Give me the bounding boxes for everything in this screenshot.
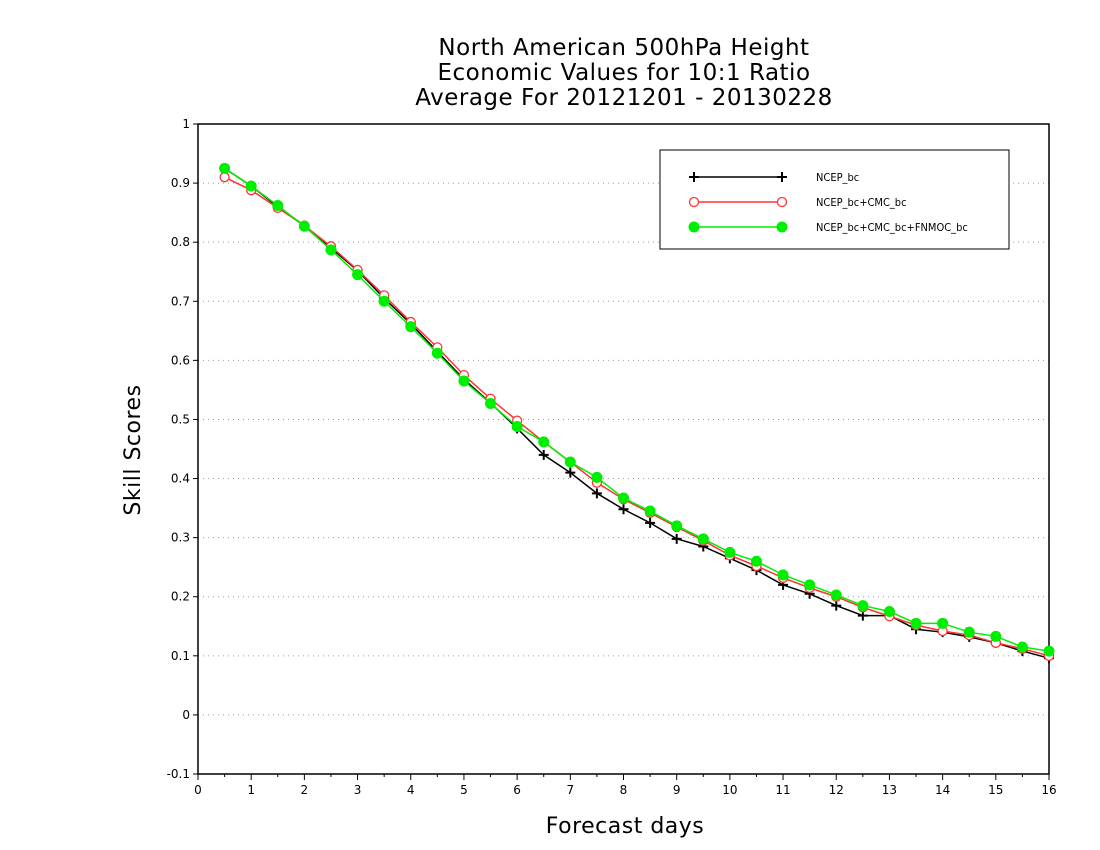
chart-title-line-1: North American 500hPa Height bbox=[438, 35, 810, 61]
y-tick-label: 0.1 bbox=[171, 649, 190, 663]
data-point bbox=[591, 488, 602, 499]
x-tick-label: 10 bbox=[722, 783, 737, 797]
series-group bbox=[219, 162, 1055, 664]
axes: -0.100.10.20.30.40.50.60.70.80.910 1 2 3 4 5 6… bbox=[167, 117, 1057, 797]
data-point bbox=[219, 172, 230, 183]
data-point bbox=[830, 589, 842, 601]
x-tick-label: 5 bbox=[460, 783, 468, 797]
x-tick-label: 13 bbox=[882, 783, 897, 797]
data-point bbox=[618, 504, 629, 515]
y-tick-label: 1 bbox=[182, 117, 190, 131]
x-tick-label: 12 bbox=[829, 783, 844, 797]
data-point bbox=[688, 196, 700, 208]
x-axis-title: Forecast days bbox=[546, 814, 705, 839]
y-tick-label: 0.2 bbox=[171, 590, 190, 604]
data-point bbox=[644, 505, 656, 517]
data-point bbox=[245, 180, 257, 192]
data-point bbox=[804, 579, 816, 591]
data-point bbox=[831, 600, 842, 611]
data-point bbox=[777, 172, 787, 182]
data-point bbox=[776, 221, 788, 233]
y-tick-label: 0.7 bbox=[171, 294, 190, 308]
y-tick-label: 0.9 bbox=[171, 176, 190, 190]
data-point bbox=[776, 196, 788, 208]
data-point bbox=[750, 555, 762, 567]
chart-title: North American 500hPa Height Economic Va… bbox=[0, 36, 1100, 111]
data-point bbox=[671, 520, 683, 532]
legend-label: NCEP_bc+CMC_bc+FNMOC_bc bbox=[816, 221, 968, 234]
legend-label: NCEP_bc bbox=[816, 171, 859, 184]
data-point bbox=[458, 375, 470, 387]
data-point bbox=[777, 569, 789, 581]
data-point bbox=[688, 221, 700, 233]
data-point bbox=[689, 172, 699, 182]
x-tick-label: 6 bbox=[513, 783, 521, 797]
data-point bbox=[618, 492, 629, 504]
data-point bbox=[564, 456, 576, 468]
data-point bbox=[219, 162, 231, 174]
data-point bbox=[431, 347, 443, 359]
x-tick-label: 8 bbox=[620, 783, 628, 797]
x-tick-label: 2 bbox=[301, 783, 309, 797]
y-axis-title: Skill Scores bbox=[121, 384, 146, 515]
x-tick-label: 16 bbox=[1041, 783, 1056, 797]
data-point bbox=[1016, 641, 1028, 653]
data-point bbox=[963, 626, 975, 638]
y-tick-label: 0.5 bbox=[171, 412, 190, 426]
data-point bbox=[485, 398, 497, 409]
y-tick-label: 0.4 bbox=[171, 472, 190, 486]
data-point bbox=[378, 295, 390, 307]
y-tick-label: 0 bbox=[182, 708, 190, 722]
data-point bbox=[352, 269, 364, 281]
gridlines bbox=[198, 182, 1049, 716]
x-tick-label: 11 bbox=[775, 783, 790, 797]
data-point bbox=[910, 617, 922, 629]
x-tick-label: 3 bbox=[354, 783, 362, 797]
x-tick-label: 1 bbox=[247, 783, 255, 797]
legend-label: NCEP_bc+CMC_bc bbox=[816, 196, 907, 209]
y-tick-label: 0.6 bbox=[171, 353, 190, 367]
data-point bbox=[697, 533, 709, 545]
data-point bbox=[405, 321, 417, 333]
data-point bbox=[511, 421, 523, 433]
data-point bbox=[272, 200, 284, 212]
x-tick-label: 15 bbox=[988, 783, 1003, 797]
data-point bbox=[990, 630, 1002, 642]
x-tick-label: 4 bbox=[407, 783, 415, 797]
data-point bbox=[671, 533, 682, 544]
series-3 bbox=[219, 162, 1055, 657]
x-tick-label: 7 bbox=[566, 783, 574, 797]
legend-box bbox=[659, 149, 1010, 250]
data-point bbox=[538, 449, 549, 460]
y-tick-label: 0.3 bbox=[171, 531, 190, 545]
plot-frame bbox=[197, 123, 1050, 775]
data-point bbox=[857, 600, 869, 612]
data-point bbox=[724, 546, 736, 558]
x-tick-label: 0 bbox=[194, 783, 202, 797]
y-tick-label: 0.8 bbox=[171, 235, 190, 249]
data-point bbox=[298, 220, 310, 232]
chart-title-line-2: Economic Values for 10:1 Ratio bbox=[437, 60, 811, 86]
data-point bbox=[591, 471, 603, 483]
data-point bbox=[883, 606, 895, 617]
data-point bbox=[645, 517, 656, 528]
data-point bbox=[325, 244, 337, 256]
data-point bbox=[937, 617, 949, 629]
x-tick-label: 14 bbox=[935, 783, 950, 797]
data-point bbox=[1043, 645, 1055, 657]
x-tick-label: 9 bbox=[673, 783, 681, 797]
chart-title-line-3: Average For 20121201 - 20130228 bbox=[415, 85, 833, 111]
legend: NCEP_bc NCEP_bc+CMC_bc NCEP_bc+CMC_bc+FNMO… bbox=[659, 149, 1010, 250]
data-point bbox=[565, 467, 576, 478]
data-point bbox=[538, 436, 550, 448]
y-tick-label: -0.1 bbox=[167, 767, 190, 781]
